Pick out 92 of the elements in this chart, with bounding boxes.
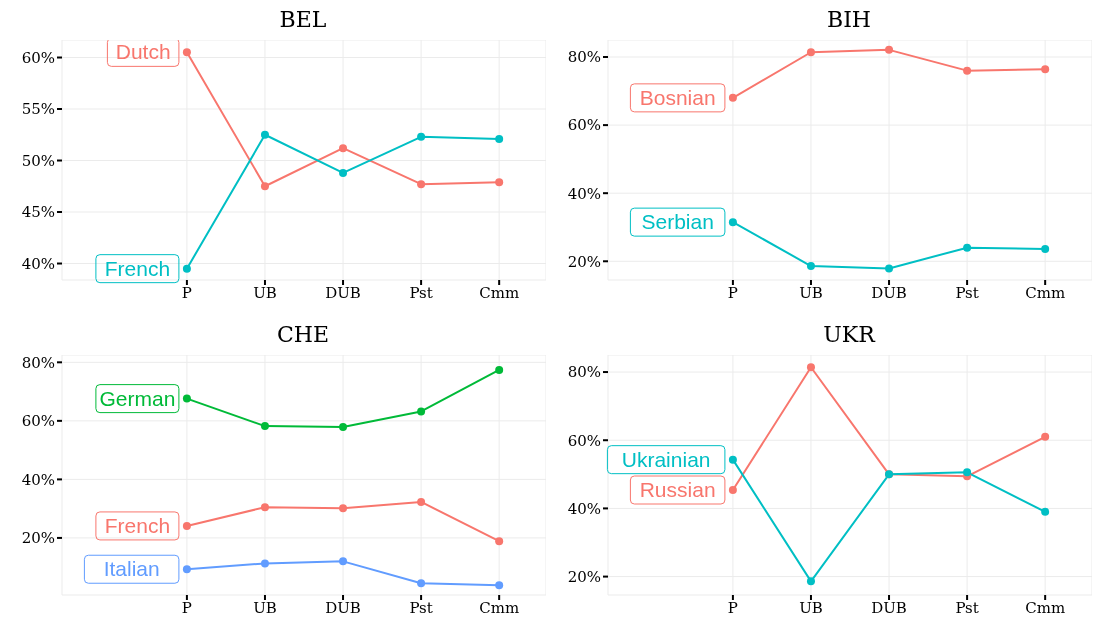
series-label: Dutch (115, 40, 171, 64)
x-tick-label: P (181, 283, 192, 302)
x-tick-label: DUB (871, 283, 907, 302)
point (495, 134, 504, 143)
point (182, 564, 191, 573)
point (339, 168, 348, 177)
point (806, 362, 815, 371)
x-tick-label: P (181, 598, 192, 617)
series-label: Ukrainian (621, 447, 711, 471)
y-tick-label: 60% (21, 411, 55, 430)
chart-title: CHE (275, 320, 331, 349)
point (182, 521, 191, 530)
point (260, 558, 269, 567)
x-tick-label: UB (253, 598, 277, 617)
point (728, 485, 737, 494)
point (495, 178, 504, 187)
x-tick-label: Cmm (479, 283, 520, 302)
x-tick-label: Pst (955, 283, 979, 302)
y-tick-label: 40% (567, 184, 601, 203)
point (806, 48, 815, 57)
point (1041, 65, 1050, 74)
point (417, 180, 426, 189)
point (182, 48, 191, 57)
y-tick-label: 20% (567, 252, 601, 271)
series-label: Bosnian (639, 85, 716, 109)
point (806, 576, 815, 585)
series-label: Italian (103, 556, 160, 580)
point (885, 45, 894, 54)
series-label: French (104, 256, 171, 280)
chart-title: BEL (278, 6, 328, 34)
point (339, 503, 348, 512)
point (417, 497, 426, 506)
point (1041, 245, 1050, 254)
point (260, 502, 269, 511)
x-tick-label: Pst (409, 598, 433, 617)
y-tick-label: 55% (21, 100, 55, 119)
y-tick-label: 40% (21, 470, 55, 489)
point (495, 536, 504, 545)
chart-title: UKR (822, 320, 877, 349)
point (260, 182, 269, 191)
x-tick-label: DUB (325, 283, 361, 302)
y-tick-label: 40% (567, 499, 601, 518)
x-tick-label: Cmm (1025, 283, 1066, 302)
point (495, 580, 504, 589)
y-tick-label: 60% (21, 48, 55, 67)
point (806, 262, 815, 271)
point (1041, 432, 1050, 441)
series-label: French (104, 513, 171, 537)
point (963, 66, 972, 75)
y-tick-label: 60% (567, 116, 601, 135)
point (339, 556, 348, 565)
point (417, 578, 426, 587)
chart-title: BIH (825, 6, 872, 34)
point (182, 394, 191, 403)
y-tick-label: 50% (21, 151, 55, 170)
point (728, 455, 737, 464)
series-label: Serbian (641, 210, 714, 234)
point (728, 93, 737, 102)
x-tick-label: UB (799, 283, 823, 302)
point (182, 264, 191, 273)
y-tick-label: 80% (567, 48, 601, 67)
point (728, 218, 737, 227)
y-tick-label: 40% (21, 254, 55, 273)
x-tick-label: DUB (325, 598, 361, 617)
point (339, 422, 348, 431)
point (260, 421, 269, 430)
series-label: German (99, 386, 176, 410)
x-tick-label: P (727, 598, 738, 617)
point (339, 144, 348, 153)
x-tick-label: UB (799, 598, 823, 617)
x-tick-label: P (727, 283, 738, 302)
y-tick-label: 20% (21, 528, 55, 547)
x-tick-label: Cmm (479, 598, 520, 617)
x-tick-label: Cmm (1025, 598, 1066, 617)
x-tick-label: UB (253, 283, 277, 302)
y-tick-label: 80% (567, 362, 601, 381)
x-tick-label: DUB (871, 598, 907, 617)
point (885, 264, 894, 273)
y-tick-label: 20% (567, 567, 601, 586)
x-tick-label: Pst (955, 598, 979, 617)
point (963, 467, 972, 476)
point (963, 243, 972, 252)
y-tick-label: 60% (567, 431, 601, 450)
point (495, 365, 504, 374)
y-tick-label: 45% (21, 203, 55, 222)
point (417, 132, 426, 141)
y-tick-label: 80% (21, 353, 55, 372)
series-label: Russian (639, 477, 716, 501)
point (1041, 507, 1050, 516)
point (260, 130, 269, 139)
point (417, 406, 426, 415)
x-tick-label: Pst (409, 283, 433, 302)
